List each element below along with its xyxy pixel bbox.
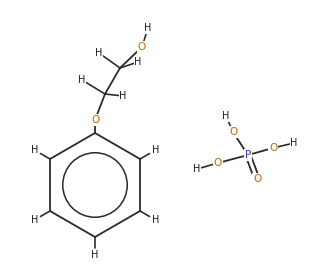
Text: H: H	[78, 75, 86, 85]
Text: O: O	[229, 127, 237, 137]
Text: H: H	[31, 215, 38, 225]
Text: H: H	[95, 48, 103, 58]
Text: H: H	[31, 145, 38, 155]
Text: O: O	[214, 158, 222, 168]
Text: H: H	[144, 23, 152, 33]
Text: H: H	[152, 215, 159, 225]
Text: H: H	[91, 250, 99, 260]
Text: O: O	[138, 42, 146, 52]
Text: O: O	[269, 143, 277, 153]
Text: H: H	[222, 111, 230, 121]
Text: H: H	[193, 164, 201, 174]
Text: H: H	[290, 138, 298, 148]
Text: H: H	[134, 57, 142, 67]
Text: O: O	[253, 174, 261, 184]
Text: H: H	[119, 91, 127, 101]
Text: H: H	[152, 145, 159, 155]
Text: O: O	[91, 115, 99, 125]
Text: P: P	[245, 150, 251, 160]
